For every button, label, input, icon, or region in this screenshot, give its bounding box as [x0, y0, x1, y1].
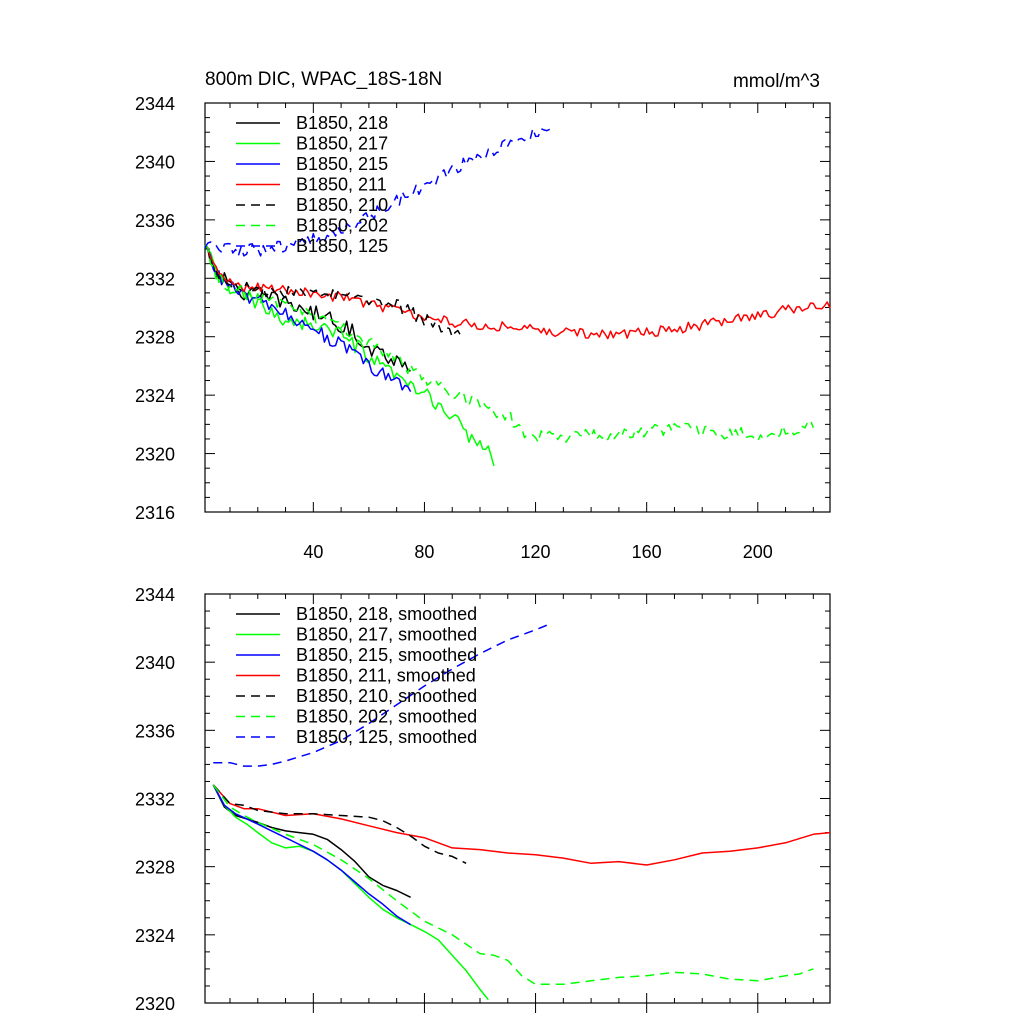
series-line [212, 784, 467, 864]
legend-label: B1850, 217, smoothed [296, 625, 477, 645]
y-tick-label: 2336 [135, 721, 175, 741]
series-line [213, 622, 553, 767]
x-tick-label: 120 [521, 542, 551, 562]
series-line [204, 245, 495, 467]
legend-label: B1850, 215, smoothed [296, 645, 477, 665]
y-tick-label: 2316 [135, 503, 175, 523]
legend-label: B1850, 217 [296, 134, 388, 154]
x-tick-label: 40 [303, 542, 323, 562]
units-label: mmol/m^3 [733, 71, 820, 92]
y-tick-label: 2332 [135, 790, 175, 810]
series-line [204, 244, 462, 338]
y-tick-label: 2344 [135, 585, 175, 605]
x-tick-label: 200 [743, 542, 773, 562]
series-line [212, 784, 411, 926]
legend-label: B1850, 211 [296, 175, 387, 195]
y-tick-label: 2328 [135, 858, 175, 878]
legend-label: B1850, 202, smoothed [296, 707, 477, 727]
series-line [204, 244, 411, 372]
y-tick-label: 2344 [135, 94, 175, 114]
series-line [212, 784, 489, 1001]
legend-label: B1850, 125, smoothed [296, 727, 477, 747]
series-line [212, 784, 411, 898]
legend-label: B1850, 218 [296, 113, 388, 133]
x-tick-label: 80 [414, 542, 434, 562]
y-tick-label: 2340 [135, 152, 175, 172]
series-line [204, 127, 553, 257]
series-line [212, 784, 831, 866]
legend-label: B1850, 215 [296, 154, 388, 174]
y-tick-label: 2336 [135, 211, 175, 231]
legend-label: B1850, 211, smoothed [296, 666, 476, 686]
y-tick-label: 2340 [135, 653, 175, 673]
legend-label: B1850, 125 [296, 236, 388, 256]
legend-label: B1850, 210, smoothed [296, 686, 477, 706]
chart-title: 800m DIC, WPAC_18S-18N [205, 69, 442, 90]
legend-label: B1850, 202 [296, 216, 388, 236]
series-line [204, 245, 412, 392]
y-tick-label: 2320 [135, 994, 175, 1014]
legend-label: B1850, 210 [296, 195, 388, 215]
y-tick-label: 2324 [135, 386, 175, 406]
y-tick-label: 2332 [135, 269, 175, 289]
y-tick-label: 2320 [135, 445, 175, 465]
x-tick-label: 160 [632, 542, 662, 562]
series-line [212, 784, 814, 986]
series-line [204, 244, 831, 340]
y-tick-label: 2324 [135, 926, 175, 946]
series-line [204, 244, 815, 444]
y-tick-label: 2328 [135, 328, 175, 348]
legend-label: B1850, 218, smoothed [296, 604, 477, 624]
